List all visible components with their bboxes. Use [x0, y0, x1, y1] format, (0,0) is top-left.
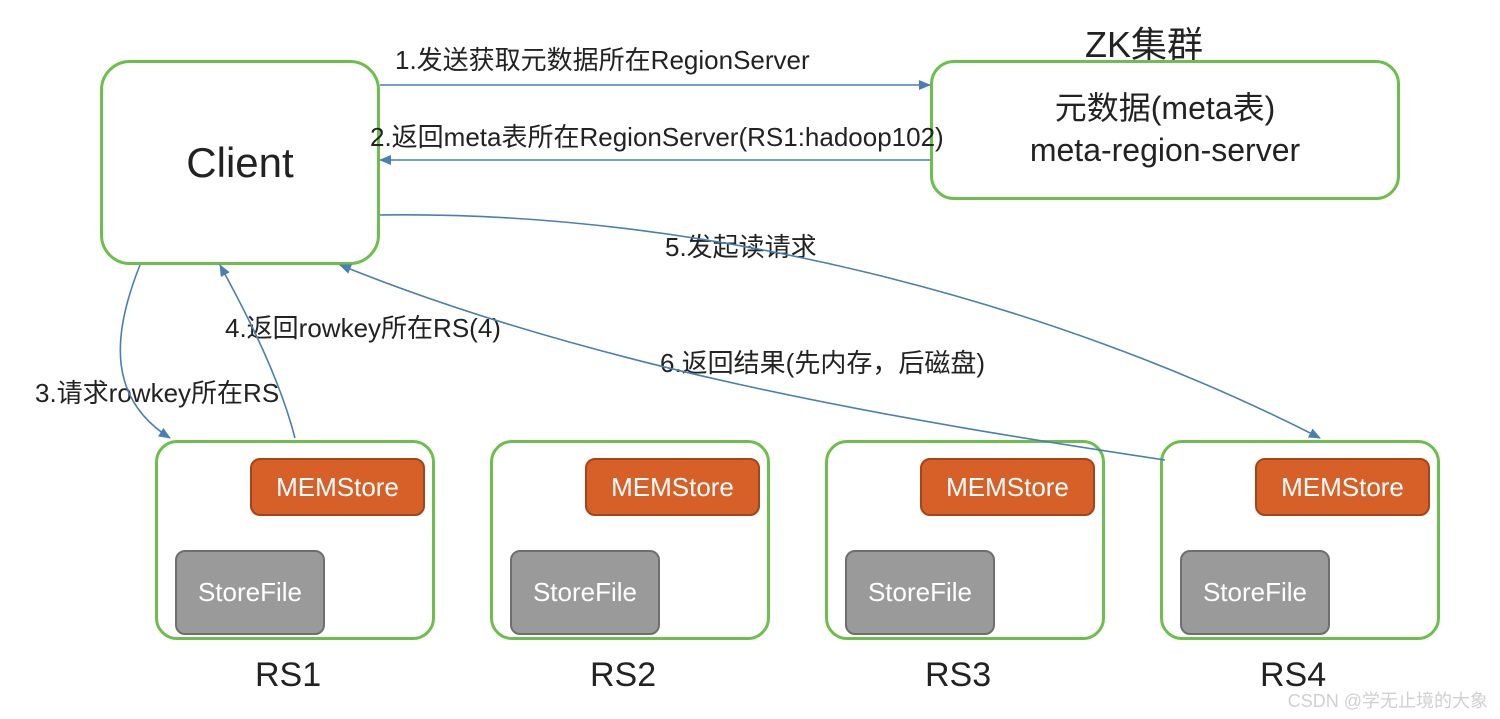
storefile-box: StoreFile — [845, 550, 995, 635]
memstore-box: MEMStore — [920, 458, 1095, 516]
flow-step-label: 2.返回meta表所在RegionServer(RS1:hadoop102) — [370, 117, 944, 154]
region-server-label: RS1 — [255, 656, 321, 695]
zk-cluster-node: 元数据(meta表) meta-region-server — [930, 60, 1400, 200]
flow-step-label: 3.请求rowkey所在RS — [35, 373, 279, 410]
client-label: Client — [186, 139, 293, 187]
zk-line2: meta-region-server — [1030, 130, 1300, 172]
flow-step-label: 5.发起读请求 — [665, 227, 817, 264]
watermark-text: CSDN @学无止境的大象 — [1288, 687, 1488, 713]
memstore-box: MEMStore — [1255, 458, 1430, 516]
storefile-box: StoreFile — [175, 550, 325, 635]
region-server-label: RS2 — [590, 656, 656, 695]
flow-step-label: 6.返回结果(先内存，后磁盘) — [660, 343, 985, 380]
zk-line1: 元数据(meta表) — [1055, 88, 1275, 130]
region-server-label: RS3 — [925, 656, 991, 695]
flow-arrow — [120, 265, 170, 438]
memstore-box: MEMStore — [250, 458, 425, 516]
storefile-box: StoreFile — [1180, 550, 1330, 635]
memstore-box: MEMStore — [585, 458, 760, 516]
flow-arrow — [380, 215, 1320, 438]
flow-step-label: 1.发送获取元数据所在RegionServer — [395, 40, 810, 77]
flow-arrow — [220, 265, 295, 438]
storefile-box: StoreFile — [510, 550, 660, 635]
flow-step-label: 4.返回rowkey所在RS(4) — [225, 308, 501, 345]
client-node: Client — [100, 60, 380, 265]
